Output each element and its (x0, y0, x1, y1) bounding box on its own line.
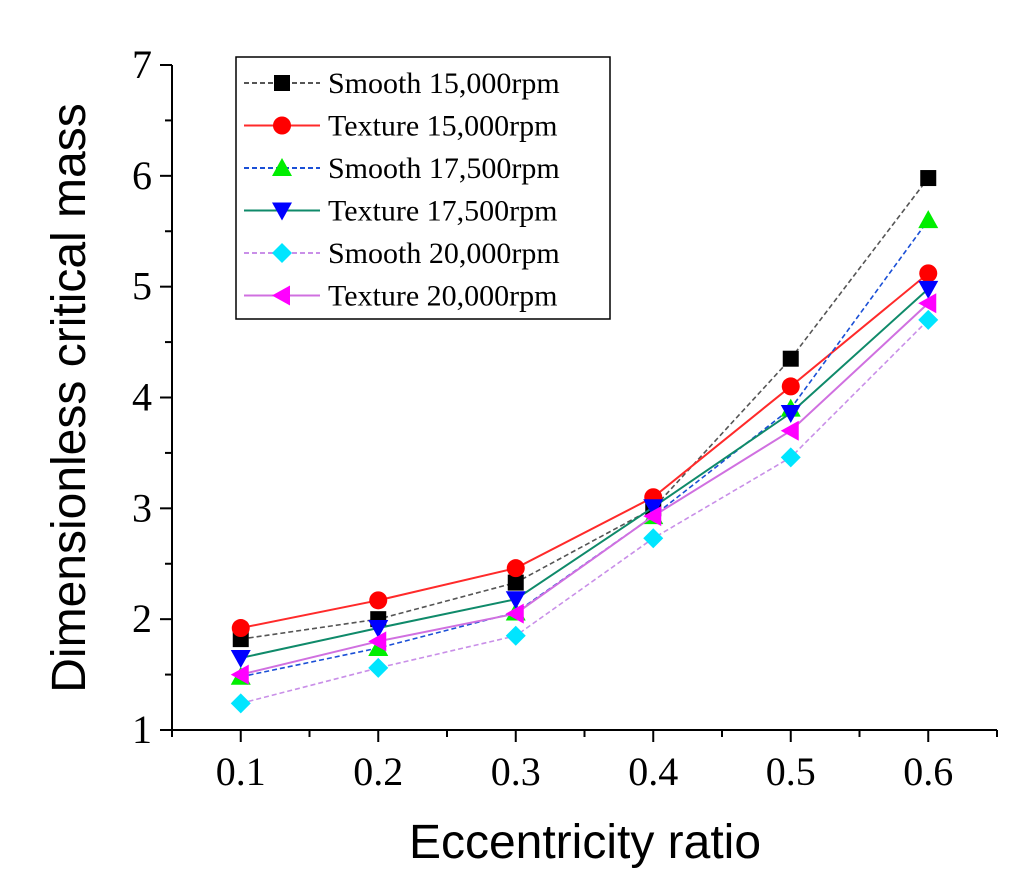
data-point (918, 293, 937, 314)
data-point (505, 603, 524, 624)
data-point (368, 657, 389, 678)
legend-entry: Smooth 15,000rpm (244, 67, 560, 100)
legend: Smooth 15,000rpm Texture 15,000rpm Smooth … (235, 56, 611, 320)
y-tick-label: 6 (132, 153, 152, 198)
series-line (240, 288, 929, 659)
data-point (230, 664, 249, 685)
data-point (505, 591, 526, 610)
series-layer (230, 170, 939, 714)
series-line (240, 302, 929, 676)
x-axis-title: Eccentricity ratio (409, 816, 761, 869)
y-tick-label: 3 (132, 485, 152, 530)
legend-box (235, 56, 611, 320)
series-2 (231, 264, 938, 638)
x-tick-label: 0.3 (491, 749, 541, 794)
y-tick-label: 1 (132, 707, 152, 752)
series-line (240, 272, 929, 630)
series-6 (230, 293, 937, 685)
data-point (368, 631, 387, 652)
data-point (368, 620, 389, 639)
data-point (230, 693, 251, 714)
data-point (369, 591, 388, 610)
x-tick-label: 0.1 (216, 749, 266, 794)
legend-label: Smooth 17,500rpm (328, 152, 560, 185)
data-point (505, 625, 526, 646)
data-point (919, 264, 938, 283)
x-tick-label: 0.6 (903, 749, 953, 794)
data-point (782, 350, 799, 367)
data-point (272, 158, 292, 176)
series-line (240, 177, 929, 640)
data-point (918, 309, 939, 330)
legend-label: Texture 20,000rpm (328, 280, 558, 313)
data-point (274, 75, 290, 91)
legend-label: Smooth 20,000rpm (328, 237, 560, 270)
x-tick-label: 0.2 (353, 749, 403, 794)
data-point (231, 619, 250, 638)
data-point (273, 116, 291, 135)
series-4 (230, 280, 939, 668)
y-tick-label: 7 (132, 42, 152, 87)
legend-label: Texture 17,500rpm (328, 195, 558, 228)
data-point (272, 243, 292, 263)
data-point (780, 420, 799, 441)
data-point (781, 377, 800, 396)
y-tick-label: 2 (132, 596, 152, 641)
data-point (643, 506, 662, 527)
legend-entry: Texture 17,500rpm (244, 195, 558, 228)
y-tick-label: 5 (132, 264, 152, 309)
series-line (240, 319, 929, 705)
data-point (643, 528, 664, 549)
data-point (368, 637, 389, 656)
data-point (272, 285, 290, 306)
x-tick-label: 0.5 (766, 749, 816, 794)
data-point (780, 405, 801, 424)
legend-entry: Smooth 20,000rpm (244, 237, 560, 270)
y-axis-title: Dimensionless critical mass (43, 103, 96, 692)
data-point (506, 559, 525, 578)
data-point (780, 447, 801, 468)
data-point (272, 202, 292, 221)
data-point (918, 280, 939, 299)
y-tick-label: 4 (132, 375, 152, 420)
legend-label: Smooth 15,000rpm (328, 67, 560, 100)
data-point (918, 210, 939, 229)
legend-entry: Texture 15,000rpm (244, 110, 558, 143)
axes: 1 2 3 4 5 6 7 0.1 0.2 0.3 0.4 0.5 0.6 (132, 42, 998, 794)
x-tick-label: 0.4 (628, 749, 678, 794)
data-point (920, 170, 937, 187)
series-5 (230, 309, 939, 714)
legend-label: Texture 15,000rpm (328, 110, 558, 143)
legend-entry: Smooth 17,500rpm (244, 152, 560, 185)
data-point (230, 649, 251, 668)
data-point (507, 574, 524, 591)
data-point (643, 499, 664, 518)
legend-entry: Texture 20,000rpm (244, 280, 558, 313)
